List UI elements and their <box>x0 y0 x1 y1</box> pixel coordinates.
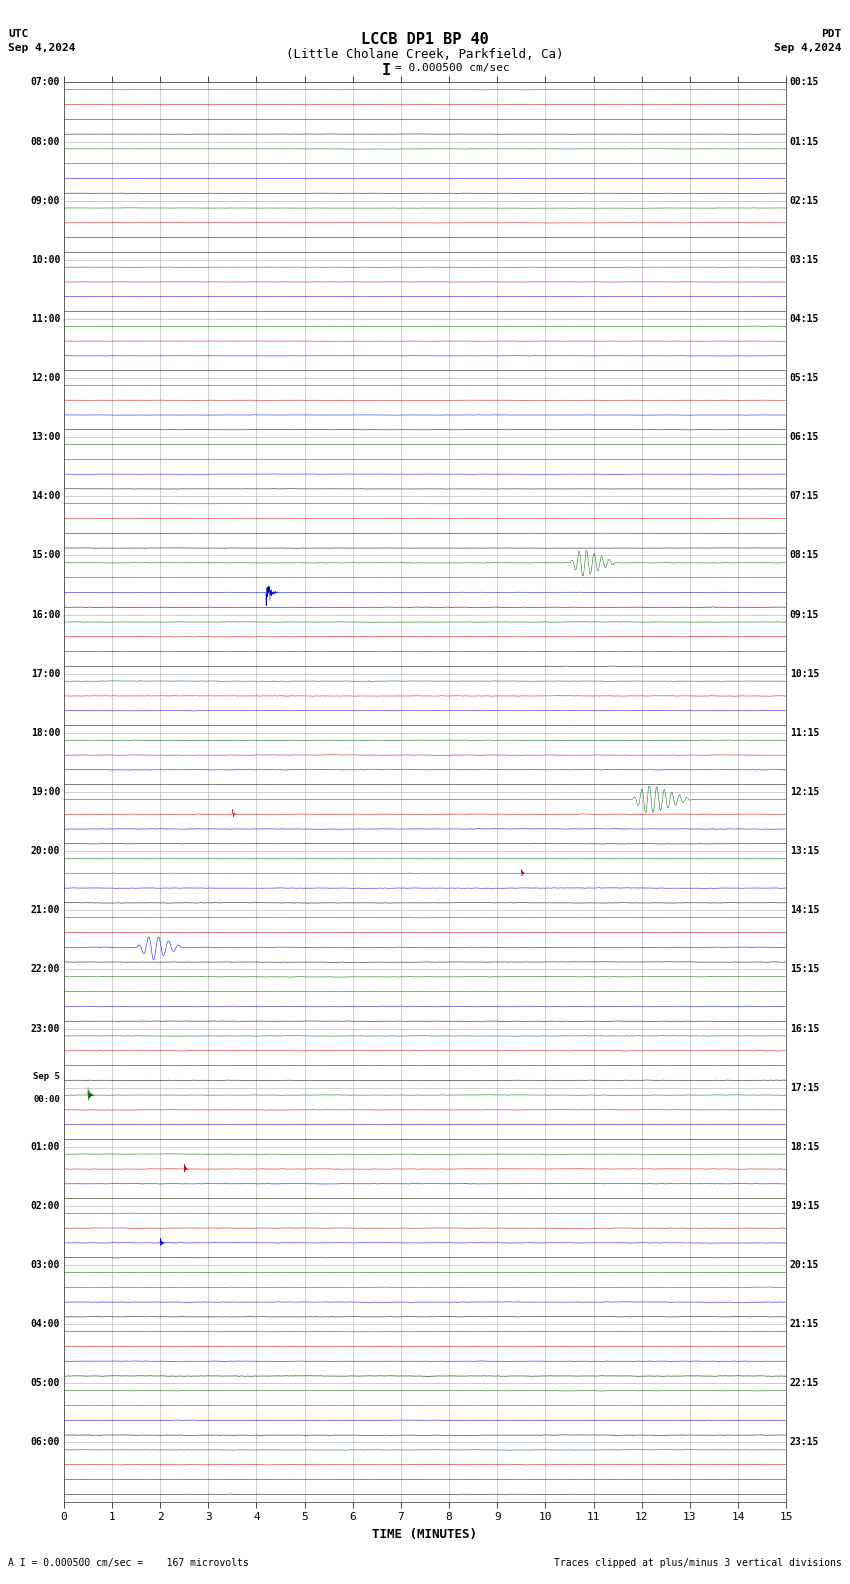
Text: 04:00: 04:00 <box>31 1319 60 1329</box>
Text: A I = 0.000500 cm/sec =    167 microvolts: A I = 0.000500 cm/sec = 167 microvolts <box>8 1559 249 1568</box>
Text: 13:00: 13:00 <box>31 432 60 442</box>
Text: 23:15: 23:15 <box>790 1438 819 1448</box>
Text: 12:15: 12:15 <box>790 787 819 797</box>
Text: 19:00: 19:00 <box>31 787 60 797</box>
Text: 03:00: 03:00 <box>31 1261 60 1270</box>
Text: 09:00: 09:00 <box>31 196 60 206</box>
Text: 14:00: 14:00 <box>31 491 60 501</box>
Text: 15:00: 15:00 <box>31 551 60 561</box>
Text: 07:15: 07:15 <box>790 491 819 501</box>
Text: 10:00: 10:00 <box>31 255 60 265</box>
Text: Sep 4,2024: Sep 4,2024 <box>774 43 842 52</box>
Text: 20:00: 20:00 <box>31 846 60 855</box>
X-axis label: TIME (MINUTES): TIME (MINUTES) <box>372 1527 478 1541</box>
Text: 06:00: 06:00 <box>31 1438 60 1448</box>
Text: 10:15: 10:15 <box>790 668 819 678</box>
Text: 08:15: 08:15 <box>790 551 819 561</box>
Text: 21:00: 21:00 <box>31 906 60 916</box>
Text: 01:00: 01:00 <box>31 1142 60 1152</box>
Text: 12:00: 12:00 <box>31 374 60 383</box>
Text: 13:15: 13:15 <box>790 846 819 855</box>
Text: 18:15: 18:15 <box>790 1142 819 1152</box>
Text: (Little Cholane Creek, Parkfield, Ca): (Little Cholane Creek, Parkfield, Ca) <box>286 48 564 60</box>
Text: 19:15: 19:15 <box>790 1201 819 1210</box>
Text: 22:15: 22:15 <box>790 1378 819 1388</box>
Text: LCCB DP1 BP 40: LCCB DP1 BP 40 <box>361 32 489 46</box>
Text: 23:00: 23:00 <box>31 1023 60 1033</box>
Text: Sep 4,2024: Sep 4,2024 <box>8 43 76 52</box>
Text: I: I <box>382 63 391 78</box>
Text: 05:15: 05:15 <box>790 374 819 383</box>
Text: 05:00: 05:00 <box>31 1378 60 1388</box>
Text: 14:15: 14:15 <box>790 906 819 916</box>
Text: 15:15: 15:15 <box>790 965 819 974</box>
Text: Sep 5: Sep 5 <box>33 1072 60 1080</box>
Text: 04:15: 04:15 <box>790 314 819 323</box>
Text: 03:15: 03:15 <box>790 255 819 265</box>
Text: UTC: UTC <box>8 29 29 38</box>
Text: 02:00: 02:00 <box>31 1201 60 1210</box>
Text: 17:15: 17:15 <box>790 1083 819 1093</box>
Text: 01:15: 01:15 <box>790 136 819 146</box>
Text: 16:00: 16:00 <box>31 610 60 619</box>
Text: = 0.000500 cm/sec: = 0.000500 cm/sec <box>395 63 510 73</box>
Text: 08:00: 08:00 <box>31 136 60 146</box>
Text: 06:15: 06:15 <box>790 432 819 442</box>
Text: Traces clipped at plus/minus 3 vertical divisions: Traces clipped at plus/minus 3 vertical … <box>553 1559 842 1568</box>
Text: 00:00: 00:00 <box>33 1095 60 1104</box>
Text: 09:15: 09:15 <box>790 610 819 619</box>
Text: 00:15: 00:15 <box>790 78 819 87</box>
Text: 16:15: 16:15 <box>790 1023 819 1033</box>
Text: 11:15: 11:15 <box>790 729 819 738</box>
Text: 07:00: 07:00 <box>31 78 60 87</box>
Text: 21:15: 21:15 <box>790 1319 819 1329</box>
Text: 11:00: 11:00 <box>31 314 60 323</box>
Text: PDT: PDT <box>821 29 842 38</box>
Text: 18:00: 18:00 <box>31 729 60 738</box>
Text: 20:15: 20:15 <box>790 1261 819 1270</box>
Text: 02:15: 02:15 <box>790 196 819 206</box>
Text: 17:00: 17:00 <box>31 668 60 678</box>
Text: 22:00: 22:00 <box>31 965 60 974</box>
